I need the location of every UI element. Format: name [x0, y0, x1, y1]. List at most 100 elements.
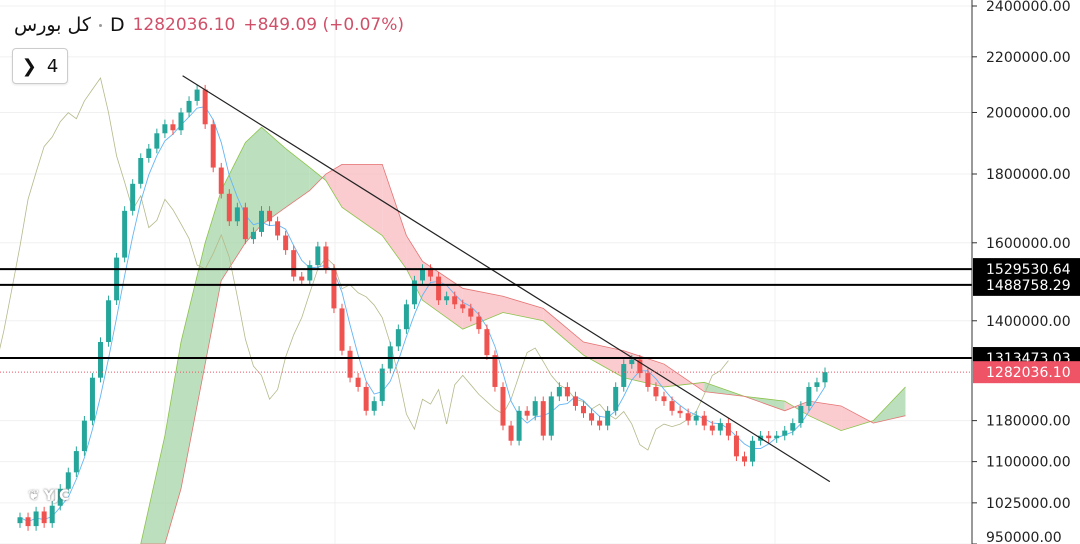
level-price-label-bg [973, 273, 1080, 296]
candle-body [267, 210, 273, 222]
candle-body [234, 207, 240, 222]
candle-body [403, 304, 409, 330]
candle [275, 216, 281, 241]
candle [532, 396, 538, 421]
price-change: +849.09 (+0.07%) [243, 15, 404, 35]
axis-tick-label: 950000.00 [986, 530, 1062, 544]
candle [363, 382, 369, 416]
candle [331, 264, 337, 314]
candle [548, 391, 554, 441]
candle [476, 311, 482, 334]
cloud-segment [808, 401, 842, 431]
candle [25, 512, 31, 531]
candle [613, 382, 619, 416]
candle-body [283, 235, 289, 251]
candle [589, 408, 595, 426]
candle-body [468, 308, 474, 317]
candle [436, 271, 442, 305]
candle [645, 368, 651, 392]
candle [750, 436, 756, 467]
candle [444, 291, 450, 305]
candle [492, 350, 498, 392]
last-price-label-bg [973, 361, 1080, 384]
candle-body [564, 386, 570, 397]
candle-body [524, 410, 530, 416]
candle-body [613, 386, 619, 411]
candle-body [41, 511, 47, 524]
candle-body [49, 505, 55, 524]
cloud-segment [164, 342, 181, 544]
candle [65, 467, 71, 494]
candle [17, 512, 23, 528]
candle-body [395, 329, 401, 347]
candle-body [460, 304, 466, 309]
candle-body [371, 401, 377, 411]
candle-body [725, 423, 731, 436]
candle [468, 303, 474, 322]
candle [106, 295, 112, 347]
candle [162, 119, 168, 138]
candle [315, 241, 321, 270]
candle [339, 303, 345, 356]
deer-logo-icon: ❦ [28, 488, 40, 504]
candle [194, 84, 200, 106]
candle [621, 359, 627, 392]
candle-body [323, 246, 329, 269]
candle-body [556, 386, 562, 397]
axis-tick-label: 1180000.00 [986, 414, 1071, 430]
candle-body [122, 210, 128, 258]
interval-label[interactable]: D [109, 14, 125, 36]
candle-body [540, 401, 546, 436]
axis-tick-label: 2400000.00 [986, 0, 1071, 15]
candle [790, 418, 796, 436]
candle-body [98, 342, 103, 378]
candle-body [653, 386, 659, 397]
candle-body [508, 425, 514, 441]
axis-tick-label: 1600000.00 [986, 236, 1071, 252]
candle-body [339, 308, 345, 351]
candle [460, 299, 466, 314]
candle-body [669, 401, 675, 411]
candle-body [114, 257, 120, 301]
level-price-label: 1488758.29 [986, 278, 1071, 294]
candle-body [500, 386, 506, 426]
candle-body [750, 440, 756, 462]
candle [774, 430, 780, 443]
candle-body [693, 415, 699, 421]
cloud-segment [462, 288, 503, 330]
candle [154, 128, 160, 154]
candle [57, 484, 63, 511]
symbol-name[interactable]: کل بورس [14, 14, 91, 36]
candle [806, 382, 812, 411]
cloud-segment [205, 190, 222, 365]
plot-area [0, 0, 972, 544]
candle [371, 396, 377, 416]
cloud-segment [181, 242, 206, 489]
candle-body [73, 451, 79, 473]
axis-tick-label: 2200000.00 [986, 50, 1071, 66]
candle [605, 406, 611, 431]
candle-body [717, 423, 723, 431]
candle [267, 206, 273, 226]
indicators-toggle-button[interactable]: ❯ 4 [12, 48, 68, 84]
candle [114, 252, 120, 305]
axis-tick-label: 1400000.00 [986, 314, 1071, 330]
candle [395, 324, 401, 352]
candle-body [106, 300, 112, 343]
candle [484, 324, 490, 360]
axis-tick-label: 2000000.00 [986, 105, 1071, 121]
candle-body [307, 265, 313, 281]
candle [693, 411, 699, 426]
candle-body [17, 517, 23, 524]
candle-body [581, 405, 586, 414]
candle [186, 96, 192, 118]
candle-body [444, 296, 450, 301]
candle [798, 401, 804, 428]
conversion-line [19, 106, 826, 523]
candle-body [476, 316, 482, 330]
candle [516, 406, 522, 446]
candle [717, 418, 723, 436]
candle-body [146, 148, 152, 159]
candle-body [420, 268, 425, 281]
